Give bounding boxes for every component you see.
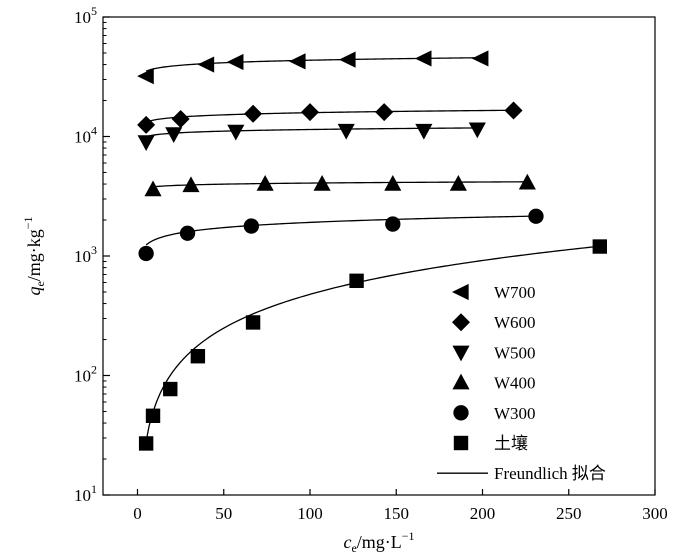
y-axis-title: qe/mg·kg−1 bbox=[21, 216, 47, 295]
legend-fit-label: Freundlich 拟合 bbox=[494, 464, 606, 483]
y-tick-exponent: 5 bbox=[91, 4, 97, 18]
data-markers bbox=[137, 50, 607, 451]
x-tick-label: 250 bbox=[556, 504, 582, 523]
triangle-left-marker bbox=[226, 53, 244, 71]
fit-curve bbox=[145, 109, 514, 123]
circle-marker bbox=[385, 216, 401, 232]
diamond-marker bbox=[375, 103, 394, 122]
triangle-left-marker bbox=[197, 56, 215, 73]
legend-label: W600 bbox=[494, 313, 536, 332]
x-tick-label: 150 bbox=[384, 504, 410, 523]
triangle-down-marker bbox=[452, 345, 470, 362]
circle-marker bbox=[453, 405, 469, 421]
y-tick-exponent: 4 bbox=[91, 124, 97, 138]
y-tick-exponent: 2 bbox=[91, 363, 97, 377]
legend-label: 土壤 bbox=[494, 433, 528, 453]
x-tick-label: 100 bbox=[297, 504, 323, 523]
diamond-marker bbox=[504, 101, 523, 120]
y-tick-base: 10 bbox=[74, 367, 91, 386]
triangle-left-marker bbox=[288, 53, 306, 70]
fit-curve bbox=[152, 181, 528, 188]
triangle-up-marker bbox=[449, 175, 467, 191]
y-tick-exponent: 3 bbox=[91, 243, 97, 257]
triangle-left-marker bbox=[137, 68, 154, 85]
y-tick-base: 10 bbox=[74, 8, 91, 27]
square-marker bbox=[349, 273, 364, 289]
square-marker bbox=[453, 435, 469, 451]
square-marker bbox=[163, 381, 178, 397]
circle-marker bbox=[179, 225, 196, 241]
x-tick-label: 300 bbox=[642, 504, 668, 523]
diamond-marker bbox=[301, 103, 319, 122]
x-tick-label: 0 bbox=[133, 504, 142, 523]
triangle-left-marker bbox=[452, 283, 469, 301]
square-marker bbox=[245, 315, 261, 330]
legend: W700 W600 W500 W400 W300 土壤 Freundlich 拟合 bbox=[437, 283, 606, 483]
square-marker bbox=[592, 239, 607, 254]
triangle-down-marker bbox=[227, 124, 245, 141]
triangle-up-marker bbox=[144, 180, 162, 197]
diamond-marker bbox=[244, 104, 263, 123]
y-tick-base: 10 bbox=[74, 128, 91, 147]
triangle-left-marker bbox=[338, 51, 356, 68]
triangle-up-marker bbox=[518, 173, 536, 190]
y-tick-label: 104 bbox=[74, 124, 97, 147]
triangle-up-marker bbox=[313, 175, 331, 191]
triangle-down-marker bbox=[337, 123, 355, 140]
square-marker bbox=[190, 349, 206, 364]
fit-curve bbox=[144, 245, 600, 446]
x-tick-label: 50 bbox=[215, 504, 232, 523]
y-tick-base: 10 bbox=[74, 486, 91, 505]
circle-marker bbox=[528, 208, 544, 224]
diamond-marker bbox=[171, 110, 190, 129]
x-axis-title: ce/mg·L−1 bbox=[343, 529, 414, 555]
triangle-up-marker bbox=[384, 175, 402, 191]
circle-marker bbox=[138, 245, 154, 262]
triangle-down-marker bbox=[415, 123, 433, 140]
y-tick-label: 103 bbox=[74, 243, 97, 266]
diamond-marker bbox=[137, 115, 156, 134]
triangle-down-marker bbox=[137, 135, 155, 151]
square-marker bbox=[138, 436, 154, 451]
triangle-down-marker bbox=[468, 122, 486, 139]
triangle-up-marker bbox=[182, 176, 200, 193]
diamond-marker bbox=[452, 313, 470, 332]
legend-label: W300 bbox=[494, 404, 536, 423]
y-tick-base: 10 bbox=[74, 247, 91, 266]
triangle-up-marker bbox=[452, 373, 470, 390]
y-tick-label: 102 bbox=[74, 363, 97, 386]
y-tick-label: 105 bbox=[74, 4, 97, 27]
triangle-left-marker bbox=[414, 50, 432, 67]
fit-curve bbox=[145, 215, 536, 246]
triangle-down-marker bbox=[165, 127, 183, 143]
y-tick-exponent: 1 bbox=[91, 482, 97, 496]
triangle-up-marker bbox=[256, 175, 274, 191]
x-axis-ticks: 0 50 100 150 200 250 300 bbox=[133, 489, 668, 523]
triangle-left-marker bbox=[471, 50, 489, 67]
circle-marker bbox=[243, 218, 259, 234]
legend-label: W500 bbox=[494, 343, 536, 362]
legend-label: W400 bbox=[494, 374, 536, 393]
y-tick-label: 101 bbox=[74, 482, 97, 505]
x-tick-label: 200 bbox=[470, 504, 496, 523]
legend-label: W700 bbox=[494, 283, 536, 302]
square-marker bbox=[145, 408, 161, 424]
